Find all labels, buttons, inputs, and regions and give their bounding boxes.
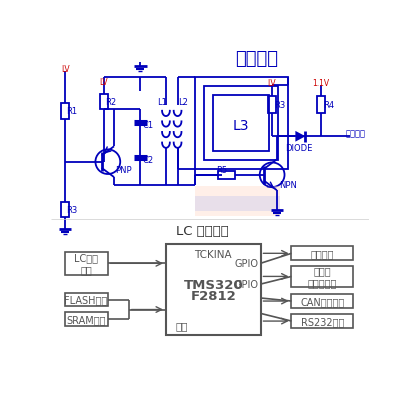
Text: TMS320: TMS320 [183,278,243,291]
Bar [316,97,324,114]
Bar [166,245,260,335]
FancyBboxPatch shape [194,196,279,211]
Bar [213,96,268,151]
Text: 输出控制: 输出控制 [310,249,333,259]
Text: LV: LV [99,78,108,87]
Text: PNP: PNP [115,166,131,175]
Text: L2: L2 [178,98,187,107]
Text: GPIO: GPIO [234,279,258,290]
Text: NPN: NPN [278,180,296,189]
Text: R5: R5 [216,166,227,175]
Bar [194,78,287,170]
Bar [61,202,69,217]
Text: LV: LV [61,65,70,74]
Text: R4: R4 [322,101,333,110]
Text: LV: LV [266,79,275,87]
Text: LC 振荡电路: LC 振荡电路 [175,224,228,237]
Bar [267,97,275,114]
Bar [291,314,353,328]
Text: DIODE: DIODE [285,144,312,153]
Text: SRAM扩展: SRAM扩展 [66,314,106,324]
Bar [61,104,69,119]
Text: LC振荡
信号: LC振荡 信号 [74,253,98,275]
Text: C2: C2 [142,156,153,164]
Bar [100,95,108,110]
Text: GPIO: GPIO [234,259,258,269]
Text: L3: L3 [232,118,249,132]
Text: FLASH扩展: FLASH扩展 [64,295,108,305]
Text: C1: C1 [142,121,153,130]
Text: R2: R2 [105,98,116,107]
Bar [291,266,353,288]
Text: L1: L1 [157,98,166,107]
Text: 环形线圈: 环形线圈 [234,49,277,68]
Text: 1.1V: 1.1V [312,79,329,87]
Polygon shape [294,132,305,142]
Text: 检测器
功能设置键: 检测器 功能设置键 [307,266,336,288]
Text: R1: R1 [66,107,78,116]
Bar [291,294,353,308]
Text: 总线: 总线 [175,320,187,330]
Bar [65,252,108,275]
Text: 信号输出: 信号输出 [345,129,365,138]
Bar [291,247,353,260]
Text: R3: R3 [66,205,78,214]
Text: TCKINA: TCKINA [194,249,231,260]
Text: RS232通讯: RS232通讯 [300,316,343,326]
FancyBboxPatch shape [194,187,279,216]
Text: CAN总线网络: CAN总线网络 [300,296,344,306]
Bar [65,293,108,307]
Bar [203,87,278,161]
Bar [65,312,108,326]
Bar [217,171,234,179]
Text: F2812: F2812 [190,290,236,303]
Text: R3: R3 [274,101,285,110]
